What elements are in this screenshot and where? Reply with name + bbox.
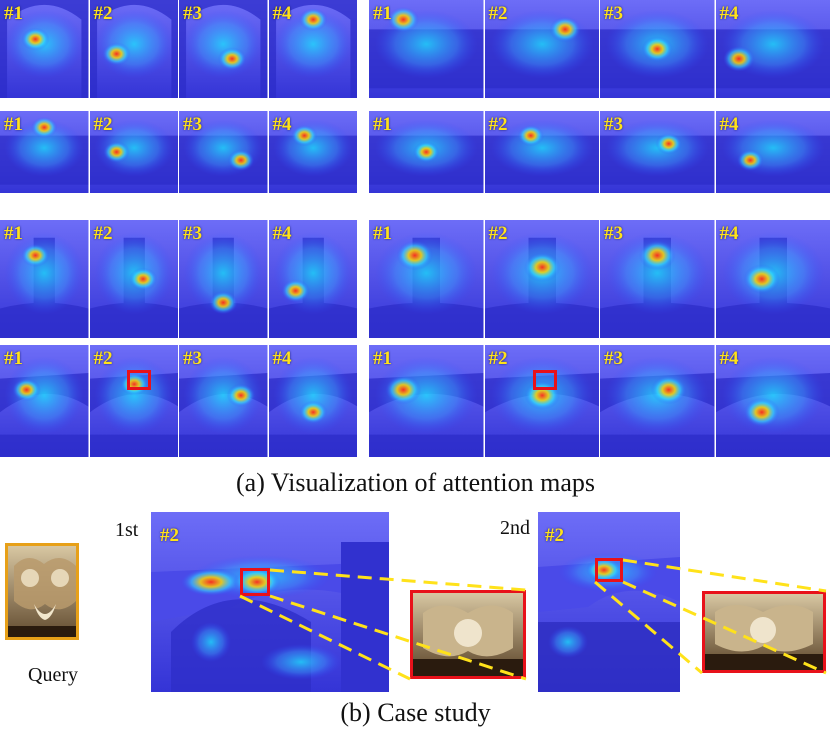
- attention-map-label: #4: [719, 114, 739, 135]
- query-image: [5, 543, 79, 640]
- caption-visualization: (a) Visualization of attention maps: [236, 468, 595, 497]
- rank-1st-label: 1st: [115, 519, 139, 541]
- attention-map-2-1: #1: [369, 0, 484, 98]
- attention-map-6-4: #4: [715, 220, 830, 338]
- attention-map-label: #4: [272, 223, 292, 244]
- attention-map-label: #3: [183, 3, 202, 24]
- attention-map-label: #1: [373, 114, 392, 135]
- attention-highlight-box: [126, 369, 151, 390]
- attention-map-label: #4: [272, 3, 292, 24]
- case-2nd-highlight-box: [595, 558, 623, 582]
- attention-map-label: #3: [604, 114, 623, 135]
- attention-map-3-3: #3: [179, 111, 268, 193]
- attention-map-label: #4: [272, 348, 292, 369]
- attention-map-1-3: #3: [179, 0, 268, 98]
- attention-map-label: #2: [488, 3, 508, 24]
- rank-2nd-label: 2nd: [500, 517, 530, 539]
- attention-map-8-2: #2: [484, 345, 599, 457]
- attention-map-label: #3: [183, 114, 202, 135]
- attention-map-3-4: #4: [268, 111, 357, 193]
- attention-map-label: #4: [272, 114, 292, 135]
- attention-map-4-1: #1: [369, 111, 484, 193]
- attention-map-7-3: #3: [179, 345, 268, 457]
- attention-map-label: #1: [373, 223, 392, 244]
- attention-map-label: #2: [488, 223, 508, 244]
- attention-map-4-3: #3: [600, 111, 715, 193]
- attention-map-label: #1: [4, 114, 23, 135]
- attention-map-label: #3: [604, 223, 623, 244]
- attention-map-8-3: #3: [600, 345, 715, 457]
- attention-map-label: #2: [93, 114, 113, 135]
- attention-map-6-1: #1: [369, 220, 484, 338]
- case-2nd-attention-image: #2: [538, 512, 680, 692]
- attention-map-5-3: #3: [179, 220, 268, 338]
- attention-map-1-1: #1: [0, 0, 89, 98]
- attention-map-label: #1: [4, 348, 23, 369]
- query-label: Query: [28, 664, 78, 686]
- attention-map-label: #3: [183, 223, 202, 244]
- case-2nd-zoom-patch: [702, 591, 826, 673]
- attention-map-label: #1: [373, 348, 392, 369]
- attention-map-label: #3: [604, 348, 623, 369]
- case-2nd-tag: #2: [545, 525, 564, 546]
- attention-map-4-4: #4: [715, 111, 830, 193]
- attention-map-label: #2: [488, 114, 508, 135]
- attention-map-label: #4: [719, 223, 739, 244]
- attention-map-6-3: #3: [600, 220, 715, 338]
- attention-map-6-2: #2: [484, 220, 599, 338]
- case-1st-attention-image: #2: [151, 512, 389, 692]
- attention-map-label: #4: [719, 348, 739, 369]
- attention-map-2-4: #4: [715, 0, 830, 98]
- attention-map-3-1: #1: [0, 111, 89, 193]
- attention-map-5-1: #1: [0, 220, 89, 338]
- attention-map-4-2: #2: [484, 111, 599, 193]
- attention-map-3-2: #2: [89, 111, 178, 193]
- attention-highlight-box: [532, 369, 557, 390]
- attention-map-7-1: #1: [0, 345, 89, 457]
- attention-map-label: #1: [4, 223, 23, 244]
- case-1st-zoom-patch: [410, 590, 526, 679]
- attention-map-2-3: #3: [600, 0, 715, 98]
- attention-map-label: #1: [4, 3, 23, 24]
- attention-map-5-2: #2: [89, 220, 178, 338]
- attention-map-5-4: #4: [268, 220, 357, 338]
- attention-map-label: #4: [719, 3, 739, 24]
- attention-map-label: #2: [488, 348, 508, 369]
- attention-map-7-2: #2: [89, 345, 178, 457]
- attention-map-label: #2: [93, 3, 113, 24]
- attention-map-7-4: #4: [268, 345, 357, 457]
- attention-map-label: #3: [183, 348, 202, 369]
- attention-map-1-4: #4: [268, 0, 357, 98]
- caption-case-study: (b) Case study: [340, 698, 491, 727]
- case-1st-highlight-box: [240, 568, 270, 596]
- attention-map-1-2: #2: [89, 0, 178, 98]
- case-1st-tag: #2: [160, 525, 179, 546]
- attention-map-label: #3: [604, 3, 623, 24]
- attention-map-2-2: #2: [484, 0, 599, 98]
- attention-map-8-4: #4: [715, 345, 830, 457]
- attention-map-8-1: #1: [369, 345, 484, 457]
- attention-map-label: #2: [93, 223, 113, 244]
- attention-map-label: #2: [93, 348, 113, 369]
- attention-map-label: #1: [373, 3, 392, 24]
